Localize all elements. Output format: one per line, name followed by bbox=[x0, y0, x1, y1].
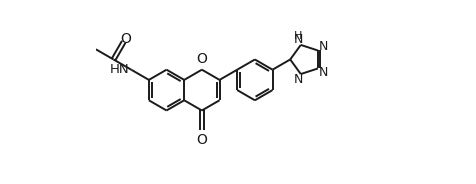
Text: N: N bbox=[294, 33, 303, 45]
Text: N: N bbox=[317, 66, 327, 79]
Text: O: O bbox=[120, 32, 130, 46]
Text: O: O bbox=[196, 133, 207, 147]
Text: N: N bbox=[294, 73, 303, 86]
Text: HN: HN bbox=[110, 63, 129, 76]
Text: H: H bbox=[293, 31, 301, 41]
Text: N: N bbox=[317, 40, 327, 53]
Text: O: O bbox=[196, 52, 207, 66]
